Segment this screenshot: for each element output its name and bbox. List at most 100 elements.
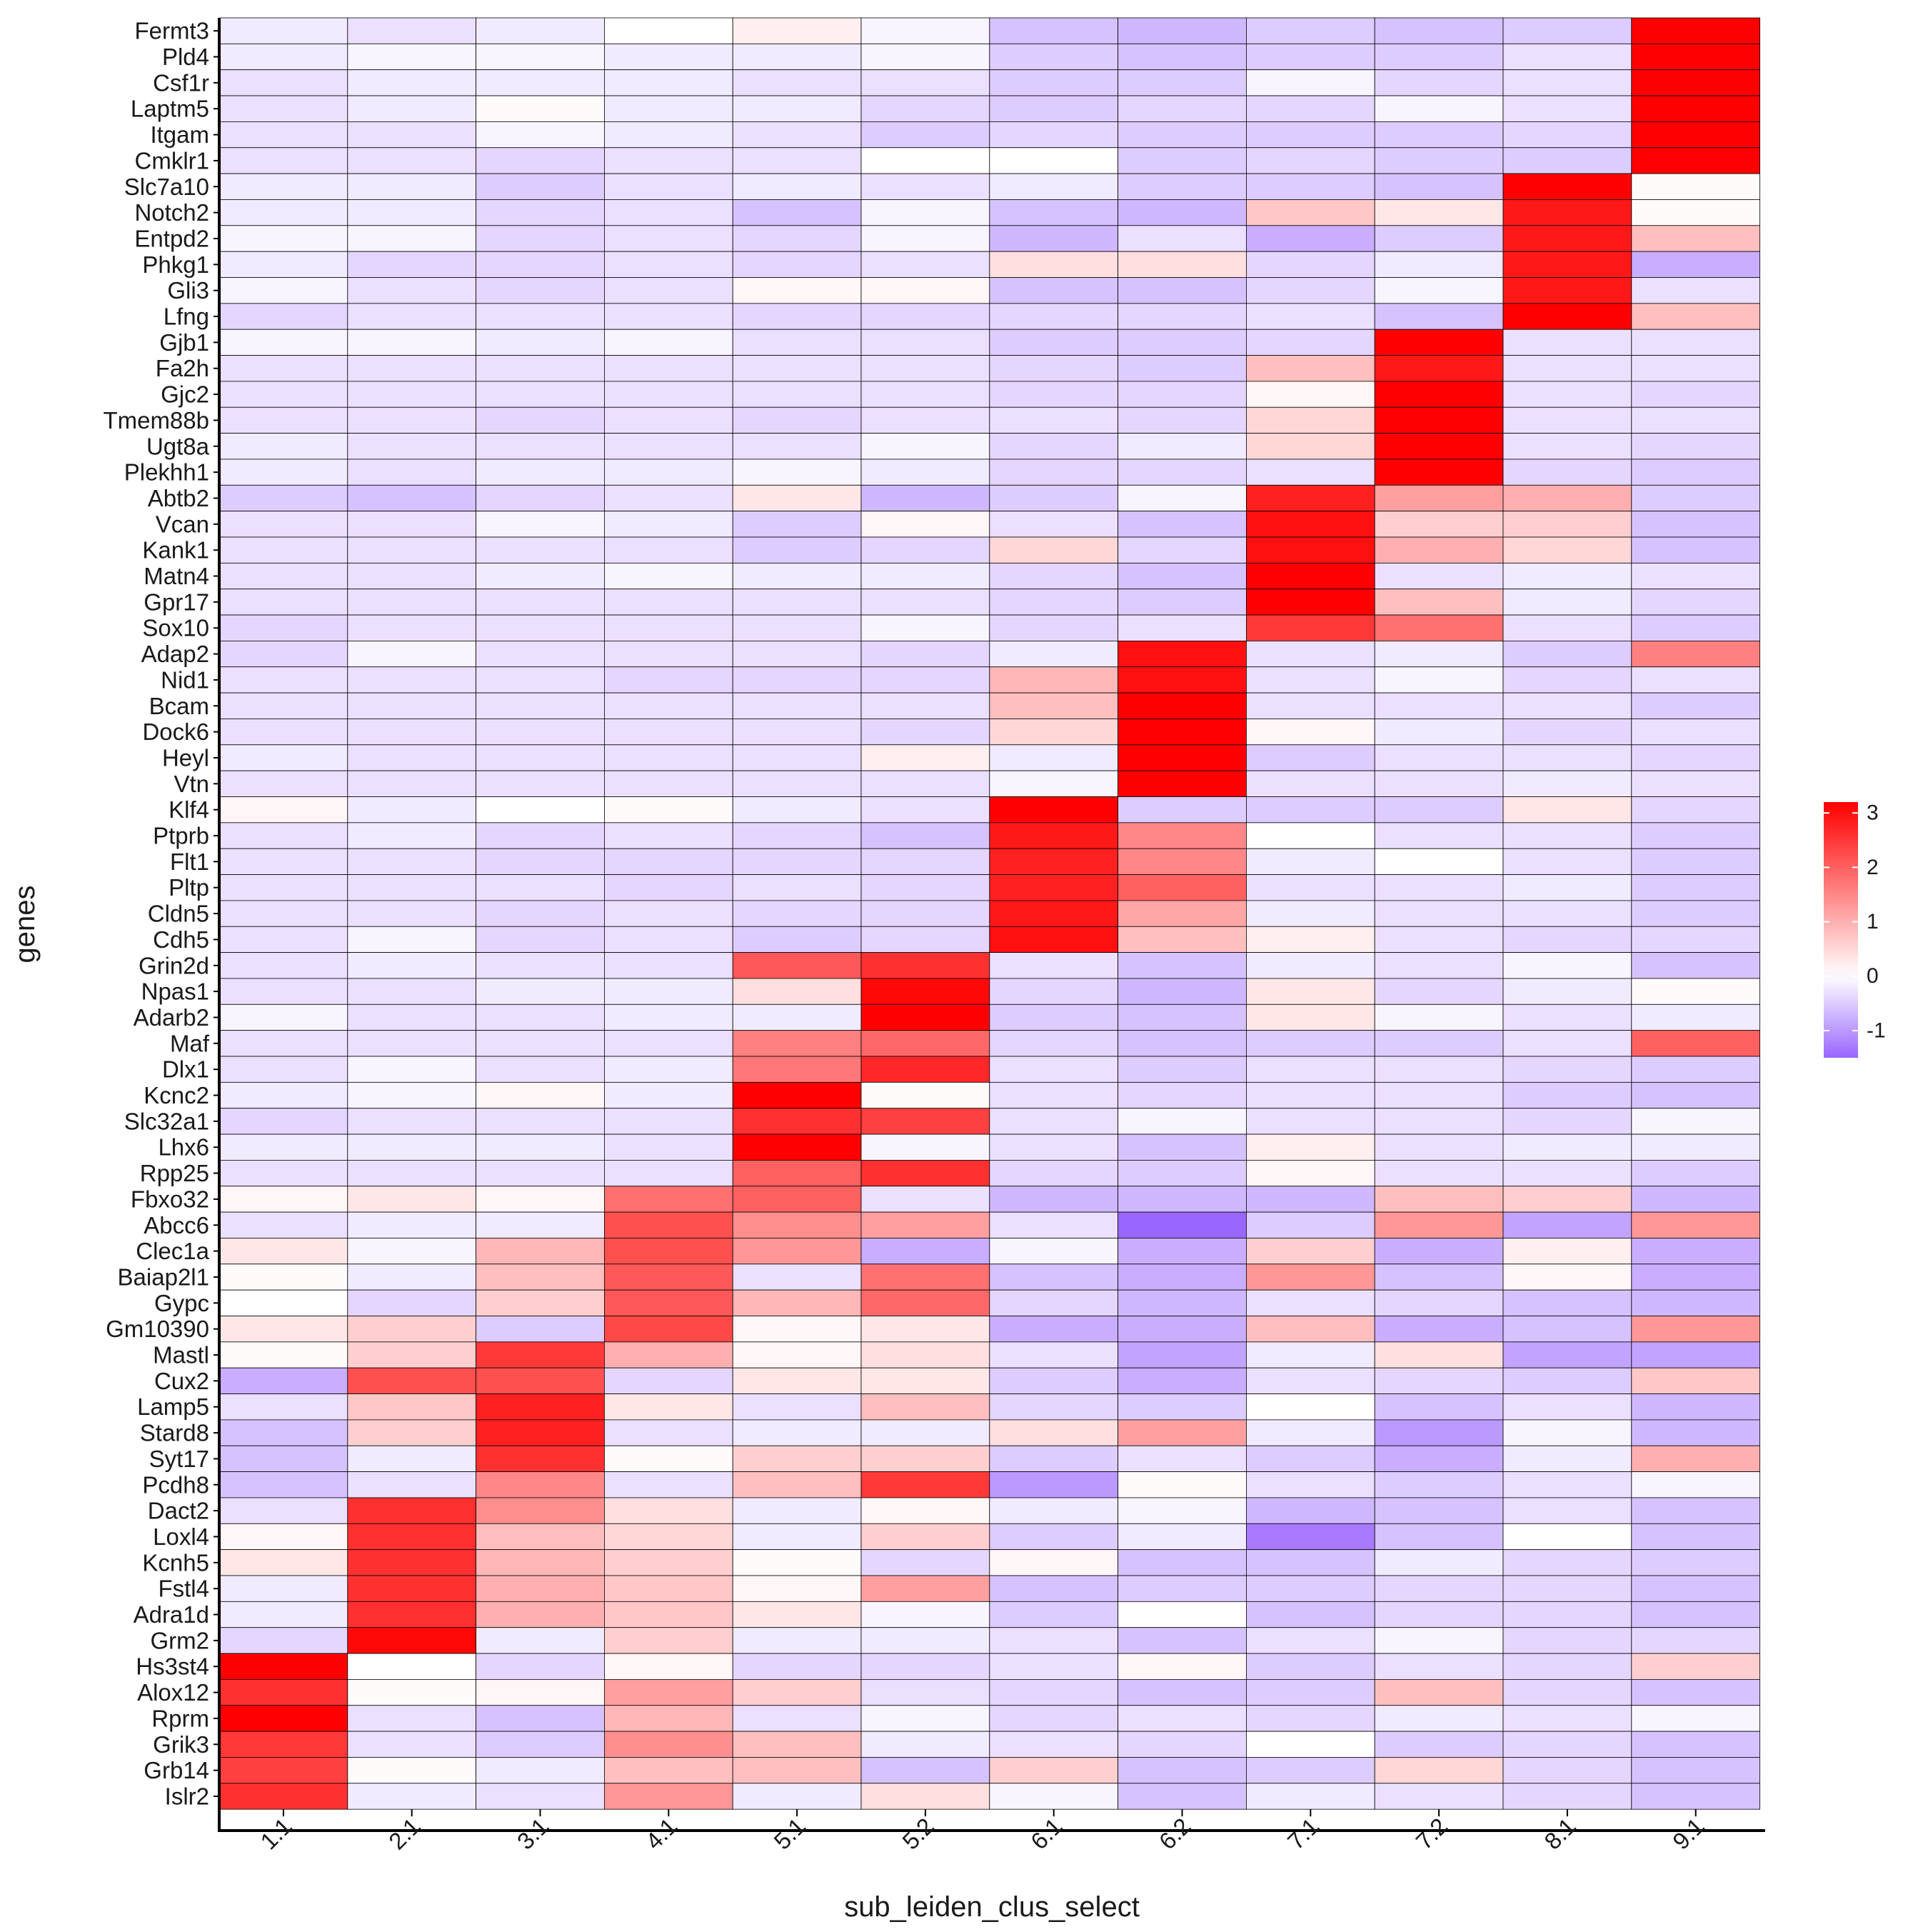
heatmap-cell <box>989 1731 1119 1758</box>
heatmap-cell <box>1374 1445 1504 1472</box>
heatmap-cell <box>1118 17 1247 44</box>
heatmap-cell <box>1631 1263 1761 1291</box>
heatmap-cell <box>1118 511 1247 538</box>
heatmap-cell <box>1246 1419 1375 1446</box>
heatmap-cell <box>347 1471 476 1498</box>
heatmap-cell <box>1118 1523 1247 1551</box>
heatmap-cell <box>732 692 862 719</box>
heatmap-cell <box>476 926 605 953</box>
heatmap-cell <box>1502 1367 1632 1394</box>
gene-label: Hs3st4 <box>136 1653 209 1680</box>
heatmap-cell <box>1374 355 1504 382</box>
heatmap-cell <box>476 406 605 434</box>
heatmap-cell <box>1374 614 1504 641</box>
heatmap-cell <box>989 1575 1119 1602</box>
heatmap-cell <box>989 874 1119 901</box>
heatmap-cell <box>732 848 862 875</box>
heatmap-cell <box>219 1783 348 1810</box>
heatmap-cell <box>989 1678 1119 1706</box>
heatmap-cell <box>1374 459 1504 486</box>
heatmap-cell <box>1374 1393 1504 1421</box>
heatmap-cell <box>989 43 1119 71</box>
heatmap-cell <box>604 69 733 96</box>
heatmap-cell <box>989 1601 1119 1628</box>
heatmap-cell <box>1631 69 1761 96</box>
heatmap-cell <box>1502 1263 1632 1291</box>
heatmap-cell <box>989 1549 1119 1576</box>
heatmap-cell <box>476 484 605 512</box>
heatmap-cell <box>604 1003 733 1031</box>
heatmap-cell <box>1246 251 1375 278</box>
heatmap-cell <box>1374 251 1504 278</box>
heatmap-cell <box>732 1445 862 1472</box>
heatmap-cell <box>1502 1393 1632 1421</box>
heatmap-cell <box>1502 1419 1632 1446</box>
heatmap-cell <box>1118 1186 1247 1213</box>
heatmap-cell <box>989 1419 1119 1446</box>
heatmap-cell <box>989 173 1119 200</box>
heatmap-cell <box>989 952 1119 979</box>
heatmap-cell <box>732 1601 862 1628</box>
heatmap-cell <box>219 1731 348 1758</box>
heatmap-cell <box>476 614 605 641</box>
heatmap-cell <box>1631 770 1761 797</box>
heatmap-cell <box>1246 1471 1375 1498</box>
heatmap-cell <box>860 1211 990 1238</box>
heatmap-cell <box>860 744 990 771</box>
heatmap-cell <box>476 1186 605 1213</box>
heatmap-cell <box>476 822 605 849</box>
heatmap-cell <box>860 1056 990 1083</box>
heatmap-cell <box>732 1575 862 1602</box>
heatmap-cell <box>732 1238 862 1265</box>
heatmap-cell <box>860 69 990 96</box>
heatmap-cell <box>476 719 605 746</box>
heatmap-cell <box>1374 147 1504 174</box>
heatmap-cell <box>1502 1705 1632 1732</box>
heatmap-cell <box>989 1081 1119 1109</box>
heatmap-cell <box>219 1186 348 1213</box>
heatmap-cell <box>1374 926 1504 953</box>
heatmap-cell <box>219 484 348 512</box>
x-tick-label: 6.2 <box>1154 1813 1196 1855</box>
heatmap-cell <box>219 1471 348 1498</box>
heatmap-cell <box>1631 17 1761 44</box>
heatmap-cell <box>604 1393 733 1421</box>
heatmap-cell <box>1374 1108 1504 1135</box>
heatmap-cell <box>347 459 476 486</box>
heatmap-cell <box>1118 173 1247 200</box>
gene-label: Klf4 <box>169 796 209 823</box>
heatmap-cell <box>1631 900 1761 927</box>
heatmap-cell <box>1246 562 1375 590</box>
heatmap-cell <box>1631 433 1761 460</box>
heatmap-cell <box>1118 1445 1247 1472</box>
heatmap-cell <box>219 1393 348 1421</box>
heatmap-cell <box>989 69 1119 96</box>
heatmap-cell <box>989 1160 1119 1187</box>
heatmap-cell <box>1502 874 1632 901</box>
x-tick-label: 2.1 <box>383 1813 426 1855</box>
heatmap-cell <box>1246 381 1375 408</box>
heatmap-cell <box>1246 641 1375 668</box>
heatmap-cell <box>1502 277 1632 304</box>
heatmap-cell <box>1631 251 1761 278</box>
heatmap-cell <box>1502 666 1632 694</box>
heatmap-cell <box>604 1653 733 1680</box>
heatmap-cell <box>1502 1678 1632 1706</box>
heatmap-cell <box>860 355 990 382</box>
heatmap-cell <box>347 225 476 252</box>
heatmap-cell <box>1246 1627 1375 1654</box>
heatmap-cell <box>1118 692 1247 719</box>
heatmap-cell <box>604 952 733 979</box>
heatmap-cell <box>1118 1627 1247 1654</box>
heatmap-cell <box>1374 1186 1504 1213</box>
heatmap-cell <box>1118 536 1247 564</box>
heatmap-cell <box>604 848 733 875</box>
heatmap-cell <box>732 121 862 149</box>
heatmap-cell <box>1374 1341 1504 1368</box>
heatmap-cell <box>1118 719 1247 746</box>
heatmap-cell <box>604 381 733 408</box>
heatmap-cell <box>347 978 476 1005</box>
heatmap-cell <box>604 1238 733 1265</box>
heatmap-cell <box>347 17 476 44</box>
heatmap-cell <box>219 1601 348 1628</box>
